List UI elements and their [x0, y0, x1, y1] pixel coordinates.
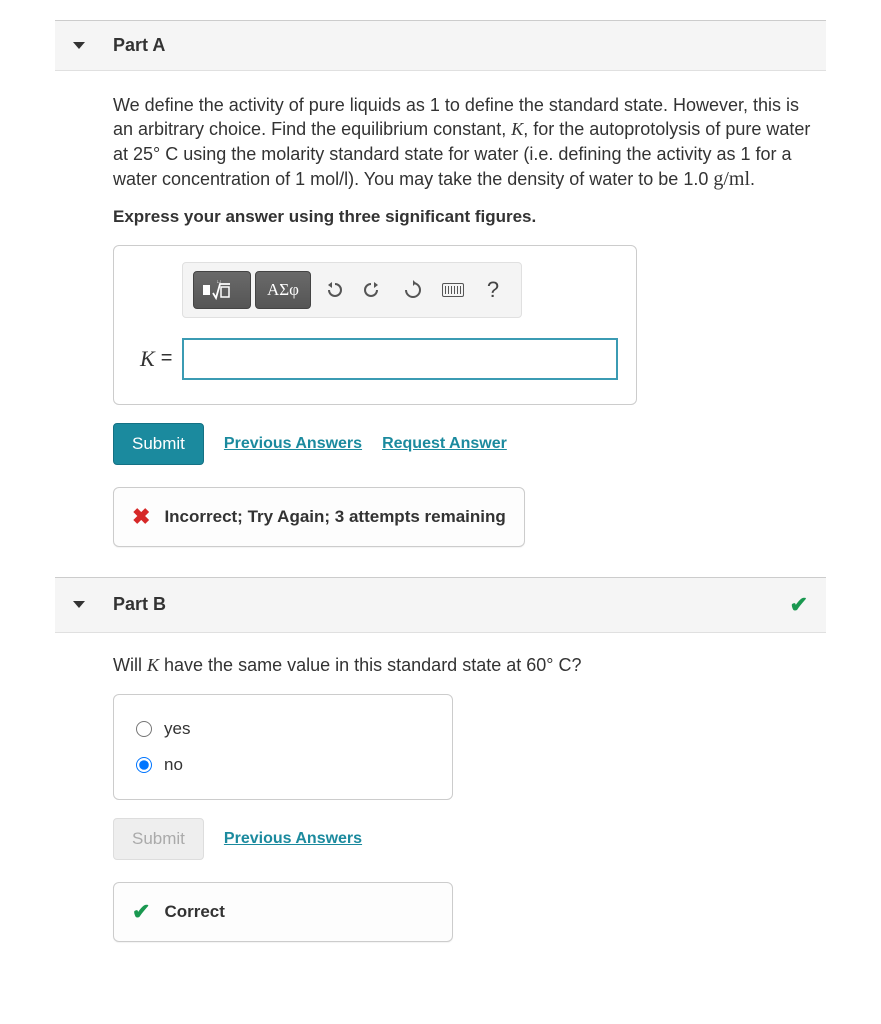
- feedback-correct: ✔ Correct: [113, 882, 453, 942]
- option-label: yes: [164, 719, 190, 739]
- redo-button[interactable]: [355, 272, 391, 308]
- help-button[interactable]: ?: [475, 272, 511, 308]
- svg-text:□: □: [217, 280, 221, 285]
- part-a-title: Part A: [113, 35, 165, 56]
- undo-icon: [323, 280, 343, 300]
- feedback-message: Incorrect; Try Again; 3 attempts remaini…: [164, 507, 505, 527]
- submit-button-disabled: Submit: [113, 818, 204, 860]
- feedback-message: Correct: [164, 902, 224, 922]
- radio-yes[interactable]: [136, 721, 152, 737]
- previous-answers-link[interactable]: Previous Answers: [224, 830, 362, 848]
- keyboard-button[interactable]: [435, 272, 471, 308]
- feedback-incorrect: ✖ Incorrect; Try Again; 3 attempts remai…: [113, 487, 525, 547]
- part-a-instruction: Express your answer using three signific…: [113, 207, 826, 227]
- keyboard-icon: [442, 283, 464, 297]
- templates-button[interactable]: □: [193, 271, 251, 309]
- templates-icon: □: [202, 280, 242, 300]
- undo-button[interactable]: [315, 272, 351, 308]
- part-b-actions: Submit Previous Answers: [113, 818, 826, 860]
- reset-icon: [403, 280, 423, 300]
- part-b-question: Will K have the same value in this stand…: [113, 655, 826, 676]
- part-a-actions: Submit Previous Answers Request Answer: [113, 423, 826, 465]
- part-b-title: Part B: [113, 594, 166, 615]
- submit-button[interactable]: Submit: [113, 423, 204, 465]
- equals-sign: =: [161, 347, 173, 370]
- caret-down-icon: [73, 42, 85, 49]
- request-answer-link[interactable]: Request Answer: [382, 435, 507, 453]
- x-icon: ✖: [132, 504, 150, 530]
- part-a-prompt: We define the activity of pure liquids a…: [113, 93, 813, 193]
- previous-answers-link[interactable]: Previous Answers: [224, 435, 362, 453]
- answer-input[interactable]: [182, 338, 618, 380]
- reset-button[interactable]: [395, 272, 431, 308]
- option-no[interactable]: no: [132, 747, 434, 783]
- part-b-body: Will K have the same value in this stand…: [55, 633, 826, 972]
- multiple-choice-box: yes no: [113, 694, 453, 800]
- radio-no[interactable]: [136, 757, 152, 773]
- check-icon: ✔: [132, 899, 150, 925]
- part-a-body: We define the activity of pure liquids a…: [55, 71, 826, 577]
- part-a-header[interactable]: Part A: [55, 20, 826, 71]
- caret-down-icon: [73, 601, 85, 608]
- part-b-header[interactable]: Part B ✔: [55, 577, 826, 633]
- equation-toolbar: □ ΑΣφ ?: [182, 262, 522, 318]
- variable-label: K: [140, 346, 155, 372]
- redo-icon: [363, 280, 383, 300]
- option-yes[interactable]: yes: [132, 711, 434, 747]
- answer-entry-box: □ ΑΣφ ?: [113, 245, 637, 405]
- check-icon: ✔: [790, 592, 808, 618]
- greek-symbols-button[interactable]: ΑΣφ: [255, 271, 311, 309]
- answer-input-row: K =: [140, 338, 618, 380]
- option-label: no: [164, 755, 183, 775]
